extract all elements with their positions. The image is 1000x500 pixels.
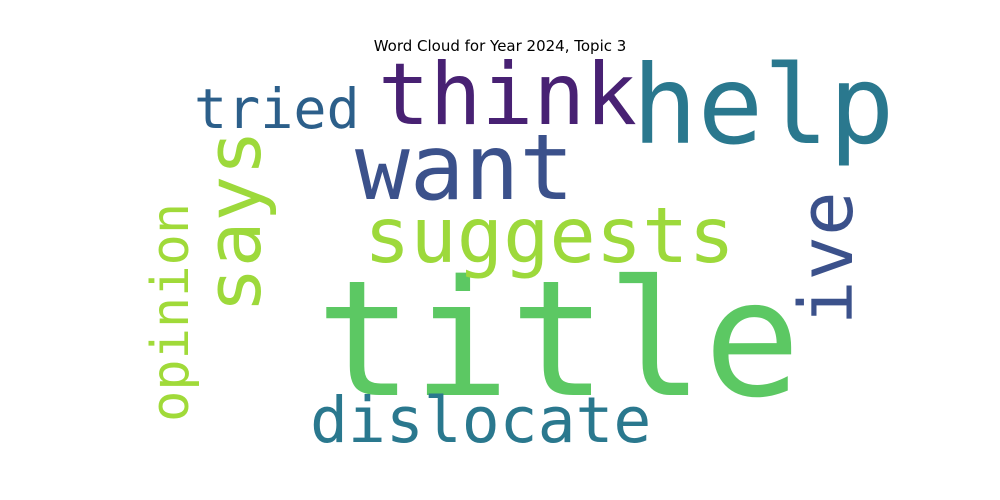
word-ive: ive <box>784 191 870 325</box>
word-opinion: opinion <box>141 203 201 422</box>
word-suggests: suggests <box>364 192 735 281</box>
word-says: says <box>189 130 278 313</box>
word-want: want <box>355 116 574 221</box>
word-help: help <box>632 42 895 169</box>
word-dislocate: dislocate <box>310 384 651 457</box>
chart-title: Word Cloud for Year 2024, Topic 3 <box>373 37 627 55</box>
word-think: think <box>378 45 637 145</box>
word-tried: tried <box>194 77 360 141</box>
word-title: title <box>316 246 801 433</box>
